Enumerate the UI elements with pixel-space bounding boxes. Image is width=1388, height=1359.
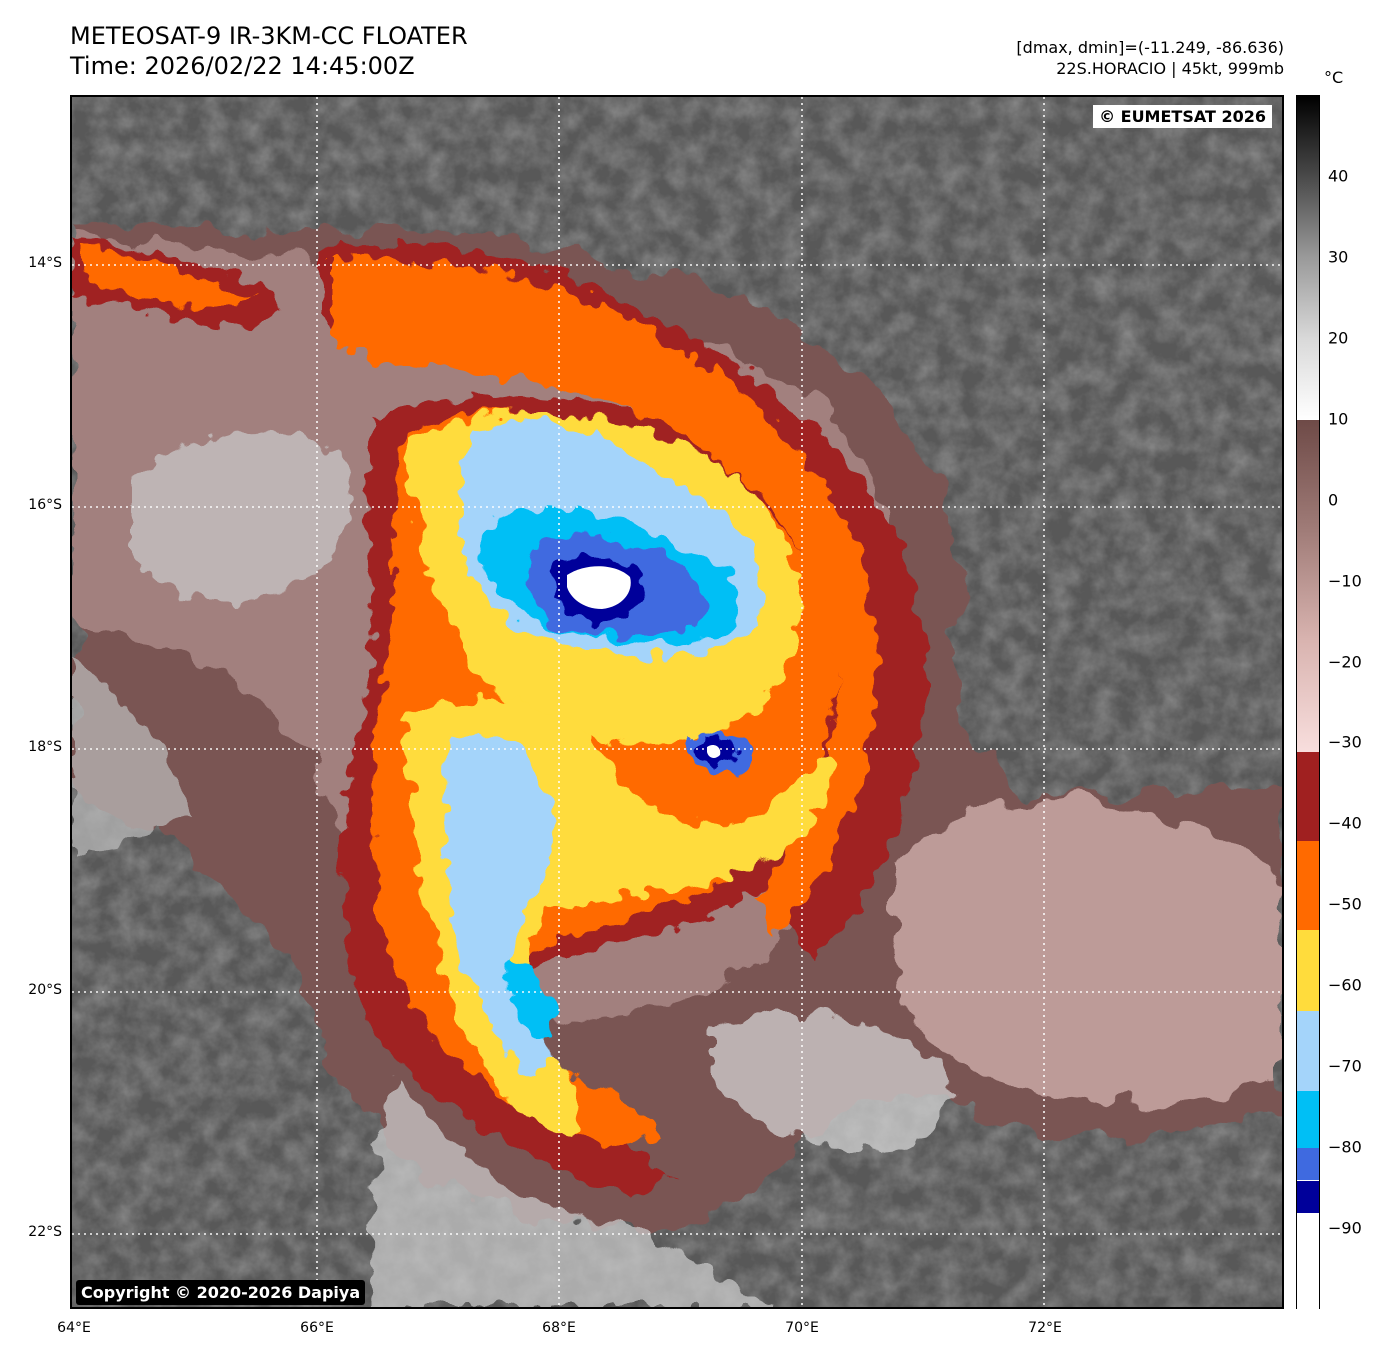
colorbar-tick-label: 0 bbox=[1328, 490, 1339, 510]
colorbar-band bbox=[1297, 1180, 1319, 1213]
colorbar-band bbox=[1297, 1091, 1319, 1149]
lon-label: 70°E bbox=[785, 1320, 819, 1336]
colorbar-unit: °C bbox=[1324, 68, 1344, 87]
colorbar-band bbox=[1297, 1212, 1319, 1310]
dmax-dmin-readout: [dmax, dmin]=(-11.249, -86.636) bbox=[1016, 38, 1284, 57]
lat-label: 22°S bbox=[28, 1224, 62, 1240]
colorbar-tick-label: −80 bbox=[1328, 1137, 1362, 1157]
lon-label: 64°E bbox=[57, 1320, 91, 1336]
timestamp: Time: 2026/02/22 14:45:00Z bbox=[70, 52, 415, 80]
storm-info: 22S.HORACIO | 45kt, 999mb bbox=[1056, 59, 1284, 78]
colorbar-band bbox=[1297, 840, 1319, 930]
colorbar-tick-label: −10 bbox=[1328, 571, 1362, 591]
eumetsat-credit: © EUMETSAT 2026 bbox=[1093, 105, 1272, 128]
colorbar-tick-label: −30 bbox=[1328, 732, 1362, 752]
temperature-colorbar bbox=[1296, 95, 1320, 1310]
colorbar-band bbox=[1297, 1010, 1319, 1092]
colorbar-tick-label: −70 bbox=[1328, 1056, 1362, 1076]
colorbar-band bbox=[1297, 1148, 1319, 1181]
colorbar-tick-label: 30 bbox=[1328, 247, 1349, 267]
colorbar-tick-label: −50 bbox=[1328, 894, 1362, 914]
lon-label: 68°E bbox=[542, 1320, 576, 1336]
lon-label: 66°E bbox=[300, 1320, 334, 1336]
lat-label: 16°S bbox=[28, 497, 62, 513]
colorbar-band bbox=[1297, 751, 1319, 841]
colorbar-tick-label: −60 bbox=[1328, 975, 1362, 995]
colorbar-tick-label: 20 bbox=[1328, 328, 1349, 348]
colorbar-band bbox=[1297, 929, 1319, 1011]
colorbar-tick-label: −90 bbox=[1328, 1218, 1362, 1238]
satellite-map[interactable]: © EUMETSAT 2026 Copyright © 2020-2026 Da… bbox=[70, 95, 1284, 1309]
lat-label: 18°S bbox=[28, 739, 62, 755]
colorbar-tick-label: −20 bbox=[1328, 652, 1362, 672]
lat-label: 14°S bbox=[28, 255, 62, 271]
colorbar-tick-label: 10 bbox=[1328, 409, 1349, 429]
colorbar-band bbox=[1297, 419, 1319, 752]
lon-label: 72°E bbox=[1028, 1320, 1062, 1336]
colorbar-tick-label: −40 bbox=[1328, 813, 1362, 833]
colorbar-band bbox=[1297, 96, 1319, 420]
lat-label: 20°S bbox=[28, 982, 62, 998]
dapiya-credit: Copyright © 2020-2026 Dapiya bbox=[76, 1280, 366, 1305]
satellite-imagery bbox=[72, 97, 1282, 1307]
colorbar-tick-label: 40 bbox=[1328, 166, 1349, 186]
chart-title: METEOSAT-9 IR-3KM-CC FLOATER bbox=[70, 22, 468, 50]
graticule bbox=[72, 97, 1282, 1307]
